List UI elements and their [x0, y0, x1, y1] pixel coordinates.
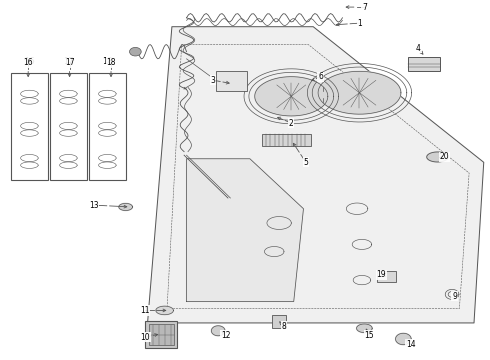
- Polygon shape: [357, 324, 372, 333]
- Bar: [376, 271, 396, 282]
- Text: 19: 19: [377, 270, 386, 279]
- Polygon shape: [119, 203, 132, 211]
- Text: 9: 9: [452, 292, 457, 301]
- Text: 20: 20: [440, 153, 449, 162]
- Text: 18: 18: [106, 58, 116, 67]
- Text: 10: 10: [140, 333, 150, 342]
- Polygon shape: [427, 152, 448, 162]
- Bar: [216, 71, 247, 91]
- Text: 14: 14: [406, 340, 416, 349]
- Text: 12: 12: [221, 331, 230, 340]
- Bar: [148, 324, 174, 345]
- Text: 13: 13: [89, 201, 99, 210]
- Bar: [145, 321, 177, 348]
- Bar: [11, 73, 48, 180]
- Text: 16: 16: [24, 57, 35, 66]
- Polygon shape: [318, 71, 401, 114]
- Text: 2: 2: [289, 118, 294, 127]
- Text: 16: 16: [24, 58, 33, 67]
- Text: 18: 18: [102, 57, 113, 66]
- Text: 15: 15: [365, 331, 374, 340]
- Text: 4: 4: [416, 44, 420, 53]
- Polygon shape: [211, 326, 225, 336]
- Bar: [272, 315, 287, 328]
- Text: 17: 17: [63, 57, 74, 66]
- Text: 8: 8: [282, 322, 286, 331]
- Text: 17: 17: [65, 58, 74, 67]
- Polygon shape: [147, 27, 484, 323]
- Polygon shape: [156, 306, 173, 315]
- Bar: [50, 73, 87, 180]
- Bar: [89, 73, 125, 180]
- Circle shape: [129, 48, 141, 56]
- Polygon shape: [187, 159, 303, 302]
- Text: 5: 5: [303, 158, 308, 167]
- Text: 7: 7: [362, 3, 367, 12]
- Polygon shape: [255, 77, 328, 116]
- Bar: [408, 57, 440, 71]
- Bar: [262, 134, 311, 146]
- Text: 6: 6: [318, 72, 323, 81]
- Text: 1: 1: [357, 19, 362, 28]
- Text: 11: 11: [140, 306, 150, 315]
- Text: 3: 3: [211, 76, 216, 85]
- Polygon shape: [395, 333, 411, 345]
